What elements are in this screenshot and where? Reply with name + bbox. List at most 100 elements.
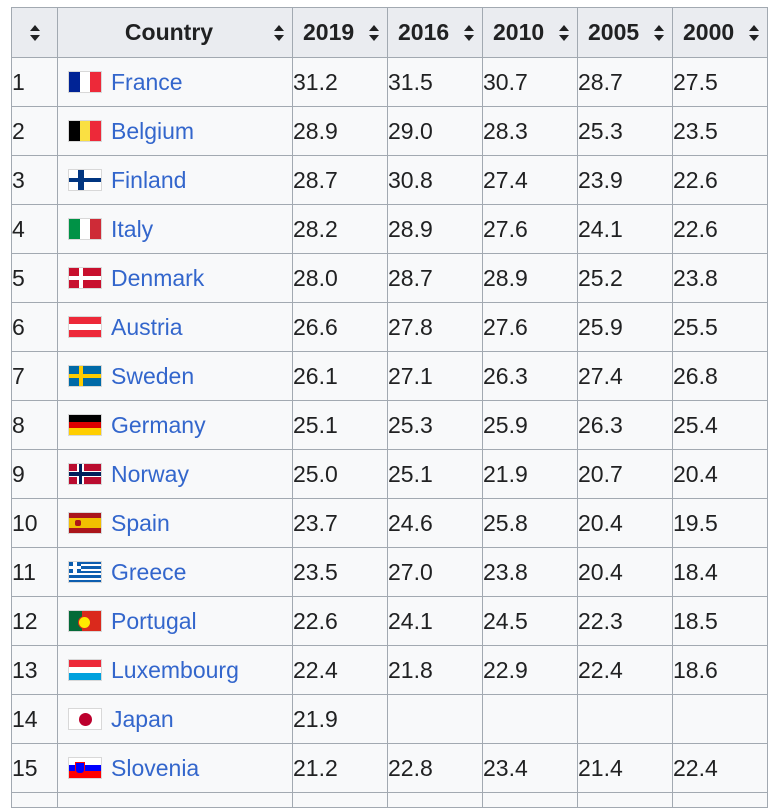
rank-cell: 7 [11,351,58,401]
value-cell: 24.6 [387,498,483,548]
value-cell: 21.9 [482,449,578,499]
header-year-2019[interactable]: 2019 [292,7,388,58]
sort-icon[interactable] [559,24,569,41]
empty-cell [672,792,768,808]
value-cell: 19.5 [672,498,768,548]
country-wrap: Norway [58,461,292,488]
value-cell: 20.4 [672,449,768,499]
country-link[interactable]: Portugal [111,607,197,634]
table-row: 6 Austria 26.6 27.8 27.6 25.9 25.5 [11,302,768,352]
value-cell: 25.9 [577,302,673,352]
header-year-2000[interactable]: 2000 [672,7,768,58]
table-row-partial [11,792,768,808]
value-cell: 26.8 [672,351,768,401]
value-cell: 24.1 [387,596,483,646]
value-cell: 25.5 [672,302,768,352]
header-rank[interactable] [11,7,58,58]
country-link[interactable]: France [111,68,183,95]
country-wrap: Belgium [58,118,292,145]
value-cell: 27.6 [482,302,578,352]
austria-flag-icon [68,316,102,338]
value-cell: 28.0 [292,253,388,303]
country-link[interactable]: Belgium [111,117,195,144]
country-link[interactable]: Italy [111,215,154,242]
value-cell: 30.8 [387,155,483,205]
rank-cell: 10 [11,498,58,548]
country-cell: Japan [57,694,293,744]
value-cell: 20.7 [577,449,673,499]
sort-icon[interactable] [464,24,474,41]
table-row: 2 Belgium 28.9 29.0 28.3 25.3 23.5 [11,106,768,156]
country-link[interactable]: Finland [111,166,187,193]
country-cell: Germany [57,400,293,450]
sort-icon[interactable] [369,24,379,41]
value-cell [482,694,578,744]
header-year-2010[interactable]: 2010 [482,7,578,58]
country-link[interactable]: Spain [111,509,170,536]
value-cell: 28.7 [577,57,673,107]
table-row: 15 Slovenia 21.2 22.8 23.4 21.4 22.4 [11,743,768,793]
value-cell: 20.4 [577,547,673,597]
belgium-flag-icon [68,120,102,142]
header-year-2016[interactable]: 2016 [387,7,483,58]
country-wrap: Denmark [58,265,292,292]
value-cell: 23.7 [292,498,388,548]
value-cell: 27.8 [387,302,483,352]
value-cell: 26.1 [292,351,388,401]
value-cell: 20.4 [577,498,673,548]
country-link[interactable]: Slovenia [111,754,200,781]
value-cell: 22.9 [482,645,578,695]
country-link[interactable]: Luxembourg [111,656,239,683]
table-row: 3 Finland 28.7 30.8 27.4 23.9 22.6 [11,155,768,205]
spain-flag-icon [68,512,102,534]
country-wrap: Portugal [58,608,292,635]
value-cell: 28.3 [482,106,578,156]
rank-cell: 3 [11,155,58,205]
norway-flag-icon [68,463,102,485]
sweden-flag-icon [68,365,102,387]
value-cell: 21.9 [292,694,388,744]
country-link[interactable]: Germany [111,411,206,438]
value-cell: 28.7 [292,155,388,205]
rank-cell: 6 [11,302,58,352]
value-cell: 23.5 [292,547,388,597]
value-cell: 22.3 [577,596,673,646]
value-cell: 28.9 [292,106,388,156]
country-link[interactable]: Greece [111,558,187,585]
value-cell: 27.4 [482,155,578,205]
table-row: 8 Germany 25.1 25.3 25.9 26.3 25.4 [11,400,768,450]
value-cell: 22.6 [672,204,768,254]
header-year-label: 2010 [493,19,545,45]
header-year-2005[interactable]: 2005 [577,7,673,58]
sort-icon[interactable] [29,24,40,41]
country-link[interactable]: Japan [111,705,174,732]
rank-cell: 8 [11,400,58,450]
greece-flag-icon [68,561,102,583]
sort-icon[interactable] [654,24,664,41]
rank-cell: 13 [11,645,58,695]
value-cell [577,694,673,744]
header-year-label: 2000 [683,19,735,45]
country-cell: Spain [57,498,293,548]
country-wrap: Austria [58,314,292,341]
table-row: 12 Portugal 22.6 24.1 24.5 22.3 18.5 [11,596,768,646]
country-link[interactable]: Norway [111,460,189,487]
value-cell: 21.4 [577,743,673,793]
sort-icon[interactable] [274,24,284,41]
denmark-flag-icon [68,267,102,289]
value-cell: 27.0 [387,547,483,597]
empty-cell [387,792,483,808]
value-cell: 25.3 [387,400,483,450]
value-cell: 23.4 [482,743,578,793]
header-year-label: 2005 [588,19,640,45]
value-cell: 23.8 [672,253,768,303]
country-cell: Denmark [57,253,293,303]
value-cell: 25.4 [672,400,768,450]
country-link[interactable]: Austria [111,313,183,340]
country-link[interactable]: Sweden [111,362,195,389]
header-country[interactable]: Country [57,7,293,58]
value-cell: 24.1 [577,204,673,254]
country-link[interactable]: Denmark [111,264,205,291]
sort-icon[interactable] [749,24,759,41]
japan-flag-icon [68,708,102,730]
